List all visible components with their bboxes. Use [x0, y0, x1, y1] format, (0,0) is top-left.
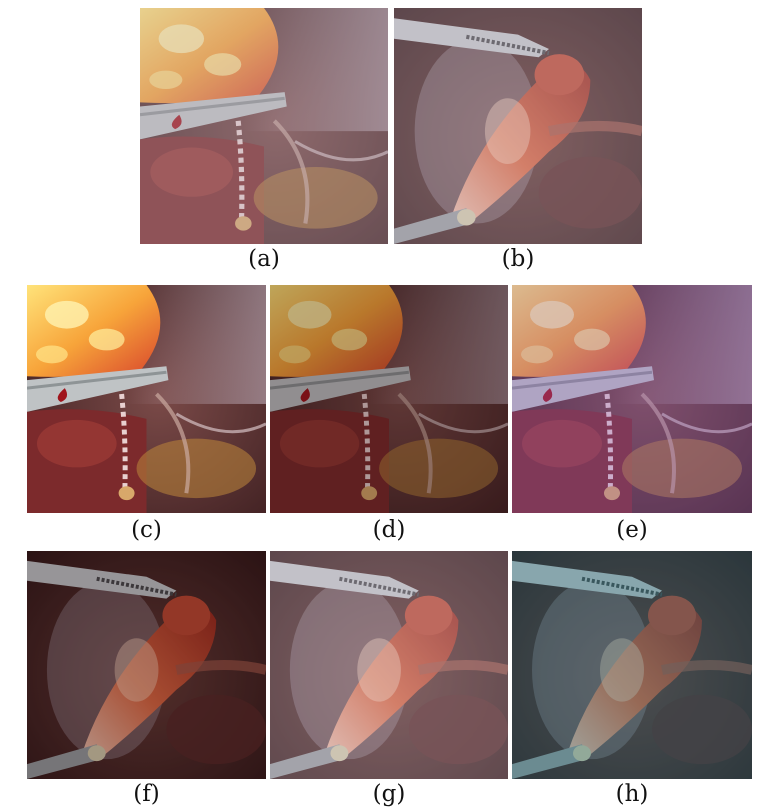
caption-e: (e)	[616, 517, 648, 543]
scene-drawing-g	[270, 551, 508, 779]
panel-f: (f)	[27, 551, 266, 810]
panel-c: (c)	[27, 285, 266, 547]
surgical-image-e	[512, 285, 752, 513]
caption-f: (f)	[133, 781, 160, 807]
surgical-image-h	[512, 551, 752, 779]
surgical-image-c	[27, 285, 266, 513]
panel-d: (d)	[270, 285, 508, 547]
scene-drawing-d	[270, 285, 508, 513]
caption-h: (h)	[615, 781, 649, 807]
caption-d: (d)	[372, 517, 406, 543]
panel-e: (e)	[512, 285, 752, 547]
surgical-image-g	[270, 551, 508, 779]
caption-g: (g)	[372, 781, 406, 807]
scene-drawing-f	[27, 551, 266, 779]
scene-drawing-a	[140, 8, 388, 244]
scene-drawing-h	[512, 551, 752, 779]
scene-drawing-b	[394, 8, 642, 244]
surgical-image-b	[394, 8, 642, 244]
panel-b: (b)	[394, 8, 642, 274]
panel-a: (a)	[140, 8, 388, 274]
caption-c: (c)	[131, 517, 162, 543]
caption-b: (b)	[501, 246, 535, 272]
surgical-image-d	[270, 285, 508, 513]
caption-a: (a)	[248, 246, 280, 272]
scene-drawing-e	[512, 285, 752, 513]
panel-g: (g)	[270, 551, 508, 810]
surgical-image-f	[27, 551, 266, 779]
panel-h: (h)	[512, 551, 752, 810]
surgical-image-a	[140, 8, 388, 244]
scene-drawing-c	[27, 285, 266, 513]
